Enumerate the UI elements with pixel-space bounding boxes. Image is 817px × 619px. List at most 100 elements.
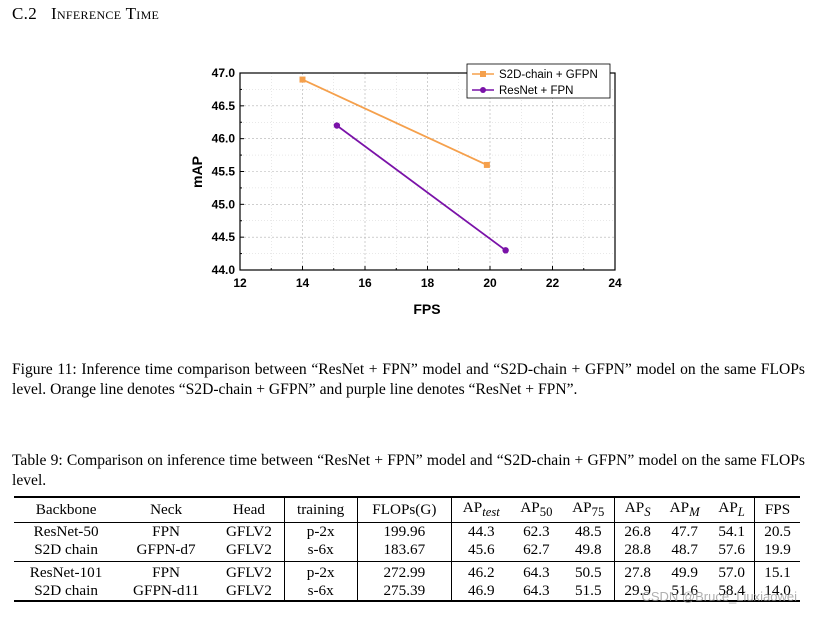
cell-head: GFLV2	[214, 541, 285, 562]
header-flops: FLOPs(G)	[356, 497, 452, 523]
header-ap50: AP50	[510, 497, 563, 523]
cell-aps: 28.8	[614, 541, 661, 562]
series-point-1	[333, 122, 341, 129]
cell-ap75: 50.5	[574, 564, 602, 581]
header-apl: APL	[709, 497, 755, 523]
cell-apm: 48.7	[660, 541, 710, 562]
cell-training: s-6x	[283, 582, 358, 601]
cell-apl: 57.0	[718, 564, 745, 581]
cell-ap75: 48.5	[574, 523, 602, 540]
x-tick-label: 18	[421, 276, 435, 290]
inference-time-chart: 12 14 16 18 20 22 24 44.0 44.5 45.0 45.5 46.0 46.5 47…	[189, 63, 622, 317]
section-heading: C.2 Inference Time	[12, 4, 159, 24]
cell-apm: 51.6	[671, 582, 698, 599]
x-tick-label: 22	[546, 276, 560, 290]
cell-fps: 15.1	[754, 561, 800, 582]
header-neck: Neck	[118, 497, 214, 523]
cell-ap50: 62.3	[523, 523, 550, 540]
cell-fps: 20.5	[754, 522, 800, 541]
chart-series	[299, 76, 509, 254]
x-tick-label: 12	[233, 276, 247, 290]
section-title: Inference Time	[51, 4, 160, 23]
cell-fps: 19.9	[754, 541, 800, 562]
x-tick-label: 16	[358, 276, 372, 290]
x-tick-label: 14	[296, 276, 310, 290]
x-axis-label: FPS	[413, 301, 440, 317]
cell-backbone: S2D chain	[34, 582, 98, 599]
cell-backbone: ResNet-101	[29, 564, 103, 581]
header-ap75: AP75	[562, 497, 615, 523]
y-tick-label: 44.5	[212, 230, 236, 244]
cell-aps: 26.8	[614, 522, 661, 541]
series-point-0	[483, 161, 490, 168]
cell-fps: 14.0	[754, 582, 800, 601]
cell-ap-test: 46.9	[451, 582, 511, 601]
cell-training: p-2x	[283, 561, 358, 582]
header-fps: FPS	[754, 497, 800, 523]
table-row: S2D chain GFPN-d7 GFLV2 s-6x 183.67 45.6…	[14, 541, 800, 562]
table-caption: Table 9: Comparison on inference time be…	[12, 451, 805, 489]
y-tick-label: 47.0	[212, 66, 236, 80]
chart-grid	[239, 72, 616, 271]
cell-ap-test: 45.6	[451, 541, 511, 562]
cell-aps: 27.8	[614, 561, 661, 582]
header-aps: APS	[614, 497, 661, 523]
header-apm: APM	[660, 497, 710, 523]
series-line-0	[302, 78, 488, 166]
series-point-1	[502, 247, 509, 254]
legend-label-resnet: ResNet + FPN	[499, 85, 573, 97]
header-ap-test: APtest	[451, 497, 511, 523]
y-tick-label: 46.0	[212, 132, 236, 146]
cell-flops: 272.99	[356, 561, 452, 582]
cell-apl: 58.4	[718, 582, 745, 599]
watermark: CSDN @Bruce_Liuxiaowei	[641, 589, 797, 604]
cell-neck: GFPN-d7	[118, 541, 214, 562]
y-axis-label: mAP	[189, 156, 205, 188]
cell-neck: FPN	[152, 564, 181, 581]
cell-backbone: ResNet-50	[33, 523, 99, 540]
cell-apm: 49.9	[671, 564, 698, 581]
series-line-1	[336, 124, 507, 252]
cell-training: s-6x	[283, 541, 358, 562]
series-point-0	[299, 76, 306, 83]
cell-flops: 275.39	[356, 582, 452, 601]
chart-legend: S2D-chain + GFPN ResNet + FPN	[466, 63, 611, 99]
cell-training: p-2x	[283, 522, 358, 541]
legend-box	[466, 63, 611, 99]
cell-flops: 199.96	[356, 522, 452, 541]
x-tick-label: 20	[483, 276, 497, 290]
cell-head: GFLV2	[225, 582, 272, 599]
cell-ap75: 51.5	[574, 582, 602, 599]
results-table: Backbone Neck Head training FLOPs(G) APt…	[14, 496, 800, 602]
table-row: ResNet-50 FPN GFLV2 p-2x 199.96 44.3 62.…	[14, 522, 800, 541]
y-tick-label: 45.5	[212, 165, 236, 179]
cell-backbone: S2D chain	[14, 541, 119, 562]
cell-head: GFLV2	[225, 523, 272, 540]
cell-ap50: 64.3	[523, 564, 550, 581]
header-backbone: Backbone	[14, 497, 119, 523]
table-row: S2D chain GFPN-d11 GFLV2 s-6x 275.39 46.…	[14, 582, 800, 601]
legend-marker-resnet	[480, 87, 486, 93]
y-tick-label: 46.5	[212, 99, 236, 113]
x-tick-label: 24	[608, 276, 622, 290]
cell-head: GFLV2	[225, 564, 272, 581]
cell-flops: 183.67	[356, 541, 452, 562]
figure-caption: Figure 11: Inference time comparison bet…	[12, 360, 805, 398]
cell-ap50: 64.3	[523, 582, 550, 599]
legend-label-s2d: S2D-chain + GFPN	[499, 69, 598, 81]
legend-marker-s2d	[480, 71, 486, 77]
header-training: training	[283, 497, 358, 523]
cell-apl: 57.6	[709, 541, 755, 562]
header-head: Head	[214, 497, 285, 523]
chart-ticks: 12 14 16 18 20 22 24 44.0 44.5 45.0 45.5 46.0 46.5 47…	[212, 66, 622, 290]
cell-ap50: 62.7	[510, 541, 563, 562]
cell-apm: 47.7	[671, 523, 698, 540]
table-row: ResNet-101 FPN GFLV2 p-2x 272.99 46.2 64…	[14, 561, 800, 582]
cell-neck: FPN	[152, 523, 181, 540]
table-header-row: Backbone Neck Head training FLOPs(G) APt…	[14, 497, 800, 523]
y-tick-label: 45.0	[212, 197, 236, 211]
cell-ap-test: 46.2	[451, 561, 511, 582]
section-number: C.2	[12, 4, 37, 23]
cell-aps: 29.9	[614, 582, 661, 601]
y-tick-label: 44.0	[212, 263, 236, 277]
